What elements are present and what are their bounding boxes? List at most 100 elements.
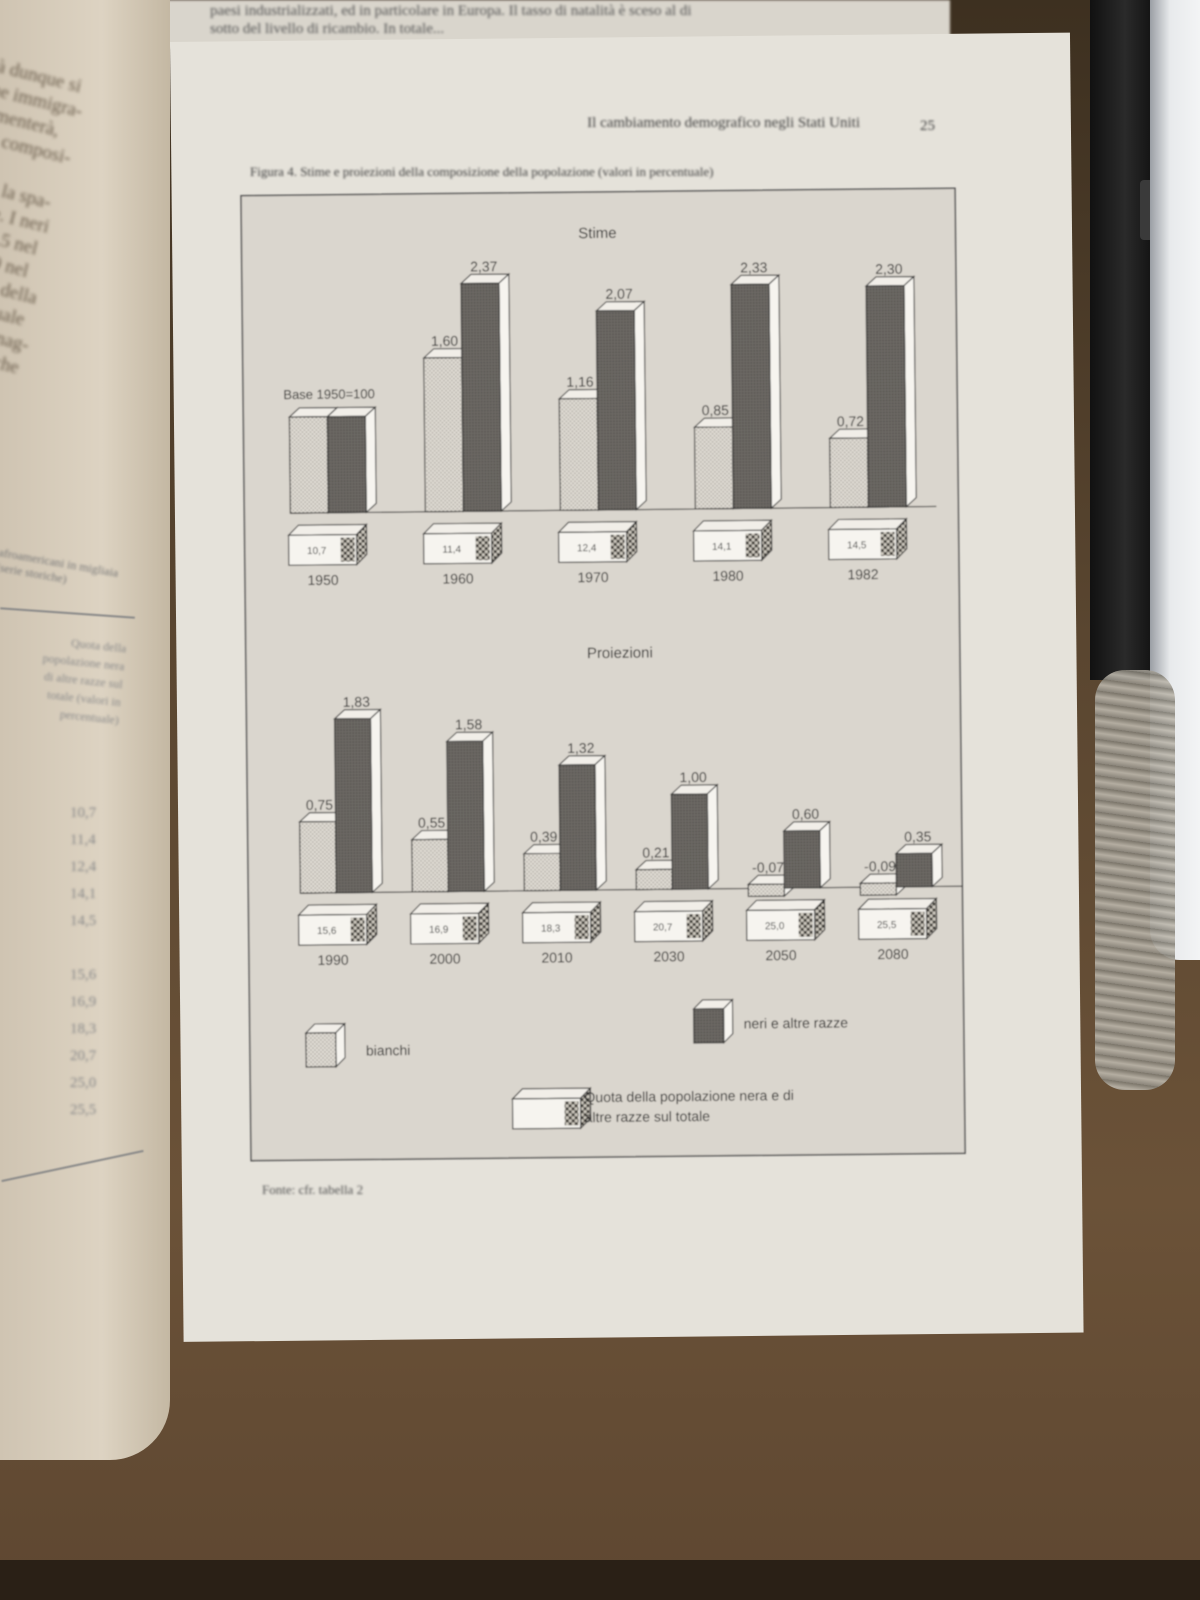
category-label: 1982 xyxy=(847,566,879,582)
bar-whites-front xyxy=(829,437,869,509)
share-box-value: 10,7 xyxy=(307,546,327,557)
category-label: 2080 xyxy=(877,946,909,962)
left-table-value: 20,7 xyxy=(70,1048,97,1064)
share-box-fill xyxy=(574,915,589,940)
legend-blacks-swatch xyxy=(692,998,734,1045)
share-box-fill xyxy=(610,534,625,559)
share-box-front xyxy=(633,910,704,943)
share-box-value: 25,0 xyxy=(765,921,785,932)
bar-blacks-front xyxy=(730,283,772,510)
data-label-whites: 1,60 xyxy=(431,333,459,349)
data-label-whites: 1,16 xyxy=(566,374,594,390)
share-box-value: 14,5 xyxy=(847,540,867,551)
left-table-value: 25,0 xyxy=(70,1075,97,1091)
chart-title: Proiezioni xyxy=(587,644,653,662)
share-box-value: 11,4 xyxy=(442,544,461,555)
data-label-whites: -0,09 xyxy=(864,858,896,874)
legend-share-label-line2: altre razze sul totale xyxy=(585,1108,711,1125)
share-box-front xyxy=(423,532,493,565)
left-table-value: 14,5 xyxy=(70,913,97,929)
legend-whites-label: bianchi xyxy=(366,1042,411,1058)
left-table-value: 15,6 xyxy=(70,967,97,983)
category-label: 2000 xyxy=(429,950,461,966)
data-label-whites: -0,07 xyxy=(752,859,784,875)
bar-blacks xyxy=(864,275,917,509)
data-label-blacks: 2,37 xyxy=(470,258,498,274)
bar-blacks xyxy=(445,730,495,893)
book-spine xyxy=(1090,0,1160,680)
category-label: 1970 xyxy=(577,569,609,585)
category-label: 1980 xyxy=(712,567,744,583)
share-box-top xyxy=(827,518,908,531)
data-label-blacks: 1,32 xyxy=(567,740,595,756)
left-table-value: 12,4 xyxy=(70,859,97,875)
share-box-top xyxy=(297,903,378,916)
share-box-top xyxy=(633,900,714,913)
share-box-front xyxy=(558,531,628,563)
share-box-front xyxy=(827,528,898,561)
share-box-value: 12,4 xyxy=(577,543,597,554)
legend-share-label: Quota della popolazione nera e di xyxy=(584,1087,794,1105)
share-box-fill xyxy=(910,911,925,936)
bar-blacks xyxy=(782,820,832,889)
share-box-fill xyxy=(475,536,490,561)
share-box-value: 18,3 xyxy=(541,923,561,934)
bar-blacks-front xyxy=(460,282,502,512)
bar-blacks-front xyxy=(670,793,709,890)
data-label-whites: 0,75 xyxy=(306,797,334,813)
category-label: 2010 xyxy=(541,949,573,965)
data-label-blacks: 1,58 xyxy=(455,716,483,732)
data-label-blacks: 2,07 xyxy=(605,286,633,302)
bar-blacks xyxy=(459,272,512,513)
share-box-fill xyxy=(745,533,760,558)
share-box-fill xyxy=(350,917,365,942)
share-box-front xyxy=(521,911,592,944)
bar-whites-front xyxy=(299,820,337,894)
chart-title: Stime xyxy=(578,225,617,242)
bar-blacks-side xyxy=(364,405,377,514)
bar-whites-front xyxy=(423,357,464,513)
bar-blacks xyxy=(333,708,383,894)
share-box: 20,7 xyxy=(633,899,714,943)
share-box-fill xyxy=(340,537,355,562)
left-table-value: 10,7 xyxy=(70,805,97,821)
share-box-value: 16,9 xyxy=(429,925,449,936)
share-box-top xyxy=(692,519,773,532)
data-label-blacks: 0,60 xyxy=(792,806,820,822)
bar-blacks xyxy=(669,783,719,891)
left-table-value: 16,9 xyxy=(70,994,97,1010)
page-number: 25 xyxy=(920,118,935,134)
category-label: 2050 xyxy=(765,947,797,963)
left-table-value: 18,3 xyxy=(70,1021,97,1037)
share-box: 11,4 xyxy=(422,521,503,565)
share-box-front xyxy=(288,533,358,566)
bar-whites-front xyxy=(747,883,785,898)
category-label: 1960 xyxy=(442,570,474,586)
share-box-top xyxy=(521,901,602,914)
legend-whites-swatch-front xyxy=(305,1032,337,1068)
bar-whites-front xyxy=(635,868,673,891)
data-label-blacks: 0,35 xyxy=(904,828,932,844)
category-label: 1990 xyxy=(317,952,349,968)
bar-blacks-front xyxy=(595,310,637,511)
share-box: 14,1 xyxy=(692,518,773,562)
bar-blacks-front xyxy=(333,718,373,894)
data-label-whites: 0,21 xyxy=(642,844,670,860)
share-box-top xyxy=(857,897,938,910)
share-box-front xyxy=(857,908,928,940)
bar-blacks-side xyxy=(706,783,719,891)
data-label-whites: 0,85 xyxy=(702,402,730,418)
share-box-value: 14,1 xyxy=(712,542,732,553)
left-table-value: 14,1 xyxy=(70,886,97,902)
category-label: 2030 xyxy=(653,948,685,964)
category-label: 1950 xyxy=(307,572,339,588)
bar-blacks-side xyxy=(819,820,831,889)
data-label-blacks: 1,83 xyxy=(343,694,371,710)
share-box-fill xyxy=(880,531,895,557)
bar-blacks-front xyxy=(558,764,597,891)
data-label-blacks: 2,33 xyxy=(740,259,768,275)
data-label-whites: 0,55 xyxy=(418,814,446,830)
bar-blacks-front xyxy=(865,285,907,508)
legend-share-swatch-top xyxy=(511,1087,592,1100)
